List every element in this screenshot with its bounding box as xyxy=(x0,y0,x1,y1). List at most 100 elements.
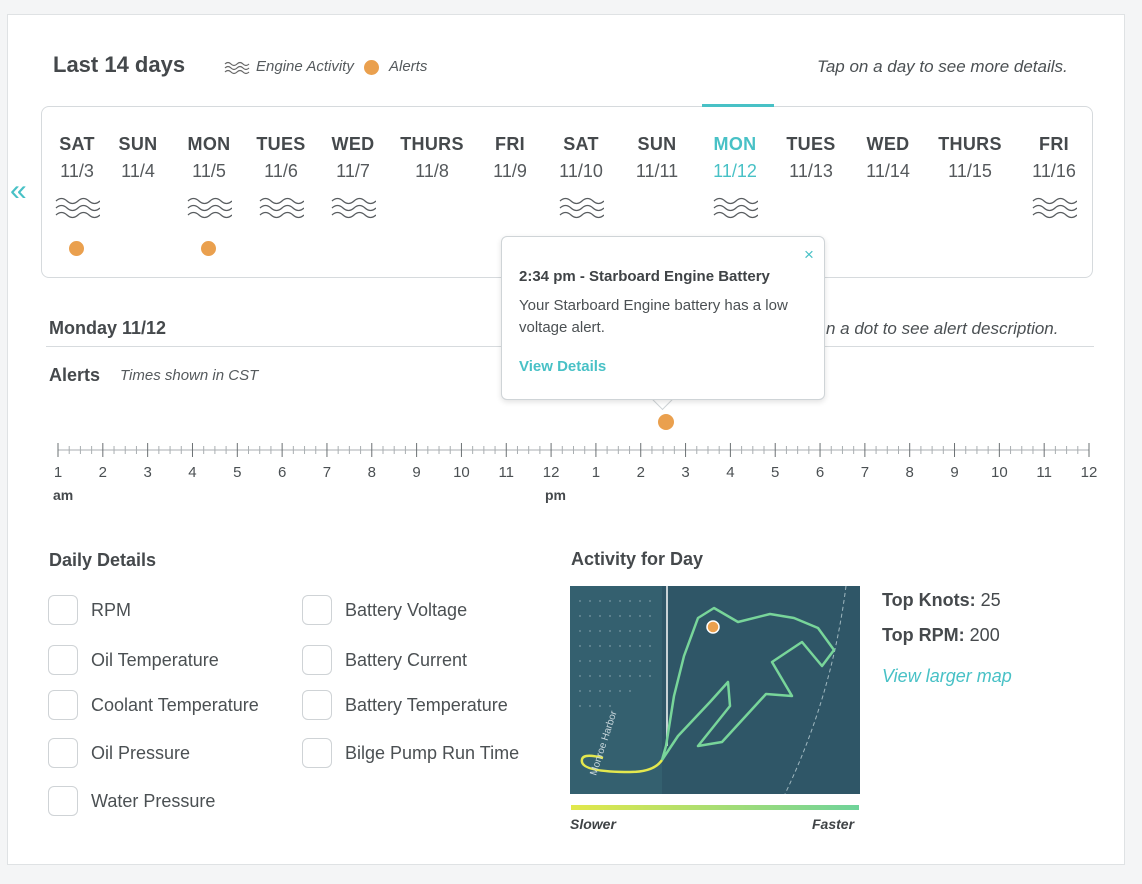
speed-gradient-scale xyxy=(571,805,859,810)
alert-tooltip: × 2:34 pm - Starboard Engine Battery You… xyxy=(501,236,825,400)
day-alert-dot[interactable] xyxy=(69,241,84,256)
day-date: 11/8 xyxy=(415,161,449,181)
day-11-6[interactable]: TUES 11/6 xyxy=(241,134,321,182)
checkbox-label: Bilge Pump Run Time xyxy=(345,742,520,763)
checkbox[interactable] xyxy=(302,595,332,625)
activity-map[interactable]: Monroe Harbor xyxy=(570,586,860,794)
day-date: 11/13 xyxy=(789,161,833,181)
day-11-14[interactable]: WED 11/14 xyxy=(848,134,928,182)
day-date: 11/4 xyxy=(121,161,155,181)
view-larger-map-link[interactable]: View larger map xyxy=(882,666,1012,686)
engine-activity-wave-icon xyxy=(259,197,304,219)
engine-activity-wave-icon xyxy=(224,61,250,75)
timeline-hour-label: 3 xyxy=(143,464,152,481)
day-11-5[interactable]: MON 11/5 xyxy=(169,134,249,182)
am-label: am xyxy=(53,487,74,503)
day-date: 11/16 xyxy=(1032,161,1076,181)
detail-option-battery-current[interactable]: Battery Current xyxy=(302,644,467,676)
selected-day-indicator xyxy=(702,104,774,107)
day-name: MON xyxy=(187,134,231,154)
timeline-hour-label: 7 xyxy=(860,464,870,481)
checkbox[interactable] xyxy=(48,690,78,720)
selected-day-title: Monday 11/12 xyxy=(49,318,167,338)
day-11-9[interactable]: FRI 11/9 xyxy=(470,134,550,182)
times-note: Times shown in CST xyxy=(120,367,259,384)
timeline-hour-label: 4 xyxy=(188,464,197,481)
checkbox-label: Battery Temperature xyxy=(345,694,508,715)
detail-option-battery-voltage[interactable]: Battery Voltage xyxy=(302,594,467,626)
timeline-hour-label: 8 xyxy=(905,464,914,481)
page-title: Last 14 days xyxy=(53,52,186,77)
day-name: SAT xyxy=(59,134,95,154)
day-11-13[interactable]: TUES 11/13 xyxy=(771,134,851,182)
day-name: THURS xyxy=(400,134,464,154)
legend-alerts: Alerts xyxy=(389,58,428,75)
checkbox-label: RPM xyxy=(91,599,131,620)
timeline-hour-label: 12 xyxy=(542,464,560,481)
day-11-11[interactable]: SUN 11/11 xyxy=(617,134,697,182)
engine-activity-wave-icon xyxy=(559,197,604,219)
day-name: SAT xyxy=(563,134,599,154)
detail-option-coolant-temperature[interactable]: Coolant Temperature xyxy=(48,689,259,721)
detail-option-rpm[interactable]: RPM xyxy=(48,594,131,626)
double-chevron-left-icon[interactable]: « xyxy=(10,174,27,207)
day-date: 11/7 xyxy=(336,161,370,181)
day-date: 11/9 xyxy=(493,161,527,181)
day-date: 11/10 xyxy=(559,161,603,181)
detail-option-oil-temperature[interactable]: Oil Temperature xyxy=(48,644,219,676)
day-11-12[interactable]: MON 11/12 xyxy=(695,134,775,182)
top-rpm-value: 200 xyxy=(969,625,1000,645)
activity-title: Activity for Day xyxy=(571,549,704,569)
pm-label: pm xyxy=(545,487,566,503)
top-knots-value: 25 xyxy=(980,590,1001,610)
timeline-hour-label: 10 xyxy=(991,464,1008,481)
checkbox[interactable] xyxy=(48,738,78,768)
engine-activity-wave-icon xyxy=(187,197,232,219)
detail-option-water-pressure[interactable]: Water Pressure xyxy=(48,785,215,817)
detail-option-oil-pressure[interactable]: Oil Pressure xyxy=(48,737,190,769)
day-alert-dot[interactable] xyxy=(201,241,216,256)
day-11-8[interactable]: THURS 11/8 xyxy=(392,134,472,182)
checkbox[interactable] xyxy=(302,645,332,675)
timeline-hour-label: 11 xyxy=(1036,464,1052,481)
timeline-hour-label: 6 xyxy=(277,464,287,481)
timeline-alert-dot[interactable] xyxy=(658,414,675,430)
checkbox[interactable] xyxy=(48,645,78,675)
day-name: WED xyxy=(866,134,910,154)
checkbox[interactable] xyxy=(48,786,78,816)
day-date: 11/15 xyxy=(948,161,992,181)
day-11-3[interactable]: SAT 11/3 xyxy=(37,134,117,182)
top-knots-label: Top Knots: xyxy=(882,590,976,610)
day-11-16[interactable]: FRI 11/16 xyxy=(1014,134,1094,182)
checkbox[interactable] xyxy=(302,738,332,768)
detail-option-bilge-pump-run-time[interactable]: Bilge Pump Run Time xyxy=(302,737,519,769)
tooltip-body: Your Starboard Engine battery has a low … xyxy=(519,297,788,336)
checkbox[interactable] xyxy=(302,690,332,720)
detail-option-battery-temperature[interactable]: Battery Temperature xyxy=(302,689,508,721)
close-icon[interactable]: × xyxy=(804,245,814,264)
day-date: 11/14 xyxy=(866,161,910,181)
daily-details-title: Daily Details xyxy=(49,550,157,570)
day-name: THURS xyxy=(938,134,1002,154)
day-11-4[interactable]: SUN 11/4 xyxy=(98,134,178,182)
checkbox[interactable] xyxy=(48,595,78,625)
day-11-10[interactable]: SAT 11/10 xyxy=(541,134,621,182)
day-date: 11/11 xyxy=(635,161,679,181)
engine-activity-wave-icon xyxy=(331,197,376,219)
timeline-hour-label: 7 xyxy=(322,464,332,481)
day-name: SUN xyxy=(637,134,677,154)
day-11-15[interactable]: THURS 11/15 xyxy=(930,134,1010,182)
day-11-7[interactable]: WED 11/7 xyxy=(313,134,393,182)
timeline-hour-label: 11 xyxy=(498,464,515,481)
timeline-hour-label: 1 xyxy=(53,464,63,481)
alerts-label: Alerts xyxy=(49,365,101,385)
day-name: WED xyxy=(331,134,375,154)
view-details-link[interactable]: View Details xyxy=(519,358,607,375)
legend-engine-activity: Engine Activity xyxy=(256,58,354,75)
timeline-hour-label: 10 xyxy=(453,464,470,481)
checkbox-label: Oil Pressure xyxy=(91,742,191,763)
top-rpm-label: Top RPM: xyxy=(882,625,965,645)
legend-alert-dot-icon xyxy=(364,60,379,75)
day-hint: Tap on a day to see more details. xyxy=(817,57,1068,76)
checkbox-label: Oil Temperature xyxy=(91,649,219,670)
